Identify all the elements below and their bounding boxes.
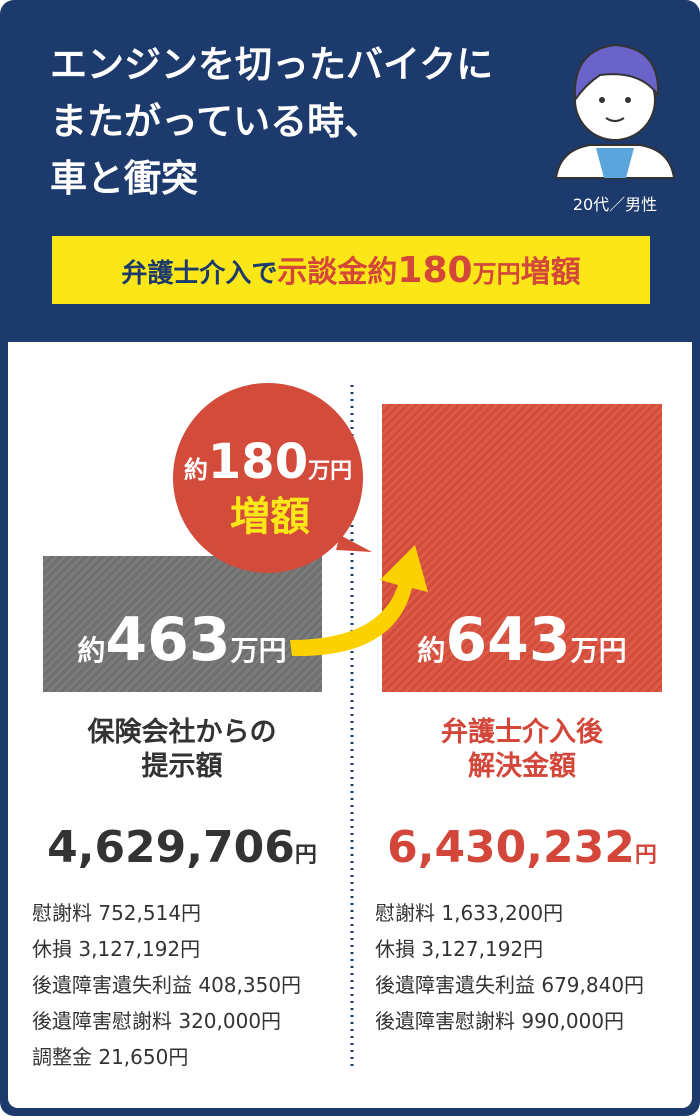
breakdown-item: 後遺障害慰謝料 990,000円 [375,1009,624,1033]
before-box-amount: 約463万円 [77,605,286,675]
amount-unit: 円 [295,843,317,868]
unit: 万円 [307,459,352,484]
banner-highlight: 示談金約 [277,255,397,290]
number: 463 [105,605,230,675]
column-label: 解決金額 [468,750,576,782]
breakdown-item: 後遺障害慰謝料 320,000円 [32,1009,281,1033]
number: 643 [445,605,570,675]
column-label: 保険会社からの [87,716,277,748]
prefix: 約 [184,456,208,484]
column-label: 提示額 [142,751,223,782]
prefix: 約 [417,634,445,667]
total-amount: 6,430,232円 [387,822,657,873]
person-icon [554,43,676,179]
breakdown-item: 休損 3,127,192円 [32,937,200,961]
prefix: 約 [77,634,105,667]
amount: 6,430,232 [387,822,635,873]
unit: 万円 [571,634,627,667]
breakdown-item: 休損 3,127,192円 [375,937,543,961]
number: 180 [208,434,308,490]
banner-unit: 万円 [473,260,521,288]
banner-text: 弁護士介入で示談金約180万円増額 [121,250,580,291]
amount-unit: 円 [635,843,657,868]
bubble-tail [336,535,372,552]
breakdown-item: 慰謝料 752,514円 [32,901,201,925]
banner-number: 180 [397,250,472,291]
person-label: 20代／男性 [573,195,657,214]
banner [52,236,650,304]
unit: 万円 [231,634,287,667]
breakdown-item: 調整金 21,650円 [32,1045,188,1069]
column-label: 弁護士介入後 [441,716,604,748]
total-amount: 4,629,706円 [47,822,317,873]
banner-lead: 弁護士介入で [121,258,277,289]
card-top [8,342,692,362]
amount: 4,629,706 [47,822,295,873]
breakdown-item: 後遺障害遺失利益 679,840円 [375,973,644,997]
arrow [290,545,428,657]
title-line: またがっている時、 [50,100,381,143]
title-line: エンジンを切ったバイクに [50,43,493,86]
title-line: 車と衝突 [50,157,198,200]
bubble-label: 増額 [230,494,310,540]
banner-tail: 増額 [521,255,581,290]
breakdown-item: 後遺障害遺失利益 408,350円 [32,973,301,997]
bubble [173,383,363,573]
before-box [43,556,322,692]
bubble-amount: 約180万円 [184,434,352,490]
after-box [382,404,662,692]
breakdown-item: 慰謝料 1,633,200円 [375,901,563,925]
after-box-amount: 約643万円 [417,605,626,675]
